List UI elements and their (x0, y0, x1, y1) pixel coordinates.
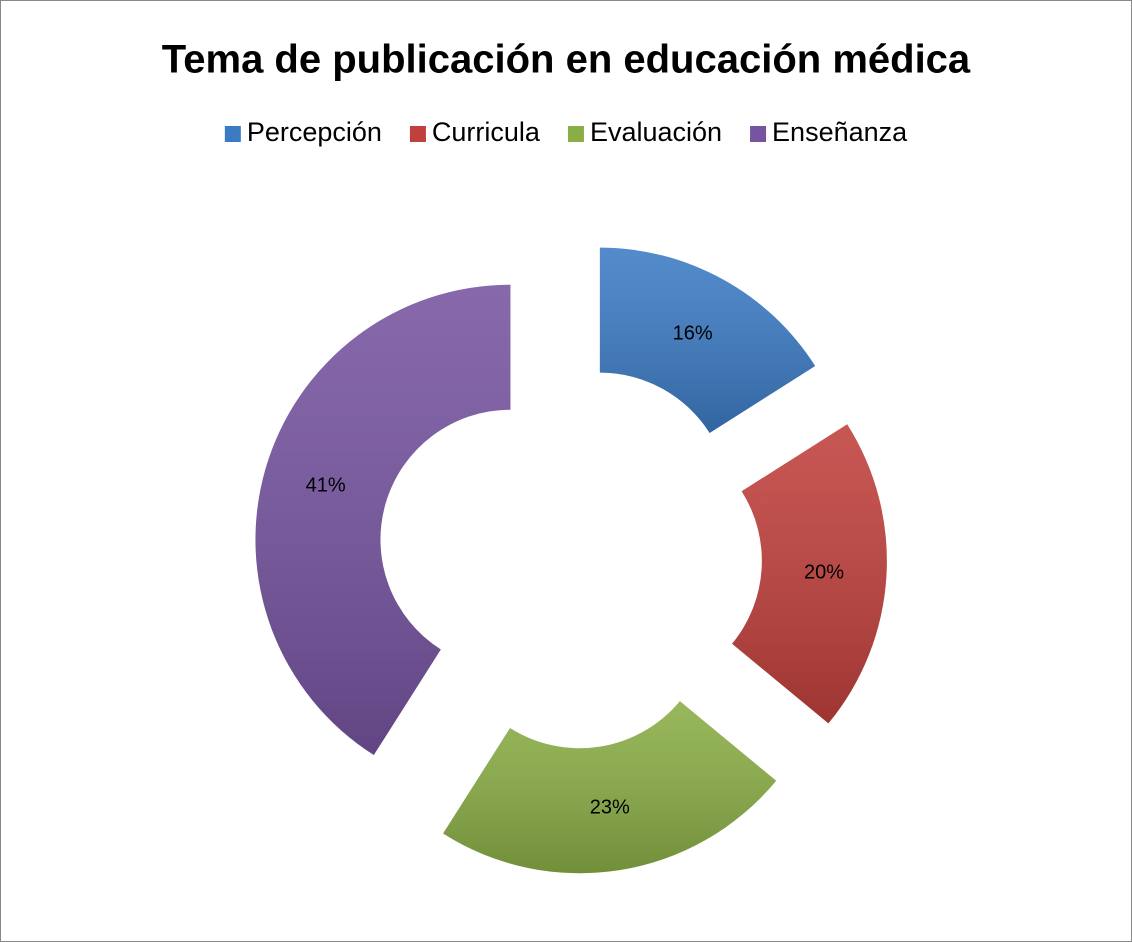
legend-label: Curricula (432, 117, 541, 147)
legend-swatch (750, 126, 767, 142)
data-label: 23% (590, 797, 630, 819)
segment-shade (599, 247, 816, 434)
segment-shade (732, 424, 887, 724)
segment-shade (255, 284, 511, 756)
legend-label: Enseñanza (772, 117, 908, 147)
segment-shade (443, 701, 777, 874)
legend-label: Percepción (247, 117, 382, 147)
legend-label: Evaluación (590, 117, 722, 147)
legend-swatch (567, 126, 584, 142)
legend-swatch (409, 126, 426, 142)
legend-swatch (224, 126, 241, 142)
data-label: 16% (673, 322, 713, 344)
chart-title: Tema de publicación en educación médica (162, 38, 971, 82)
data-label: 20% (804, 561, 844, 583)
data-label: 41% (306, 474, 346, 496)
